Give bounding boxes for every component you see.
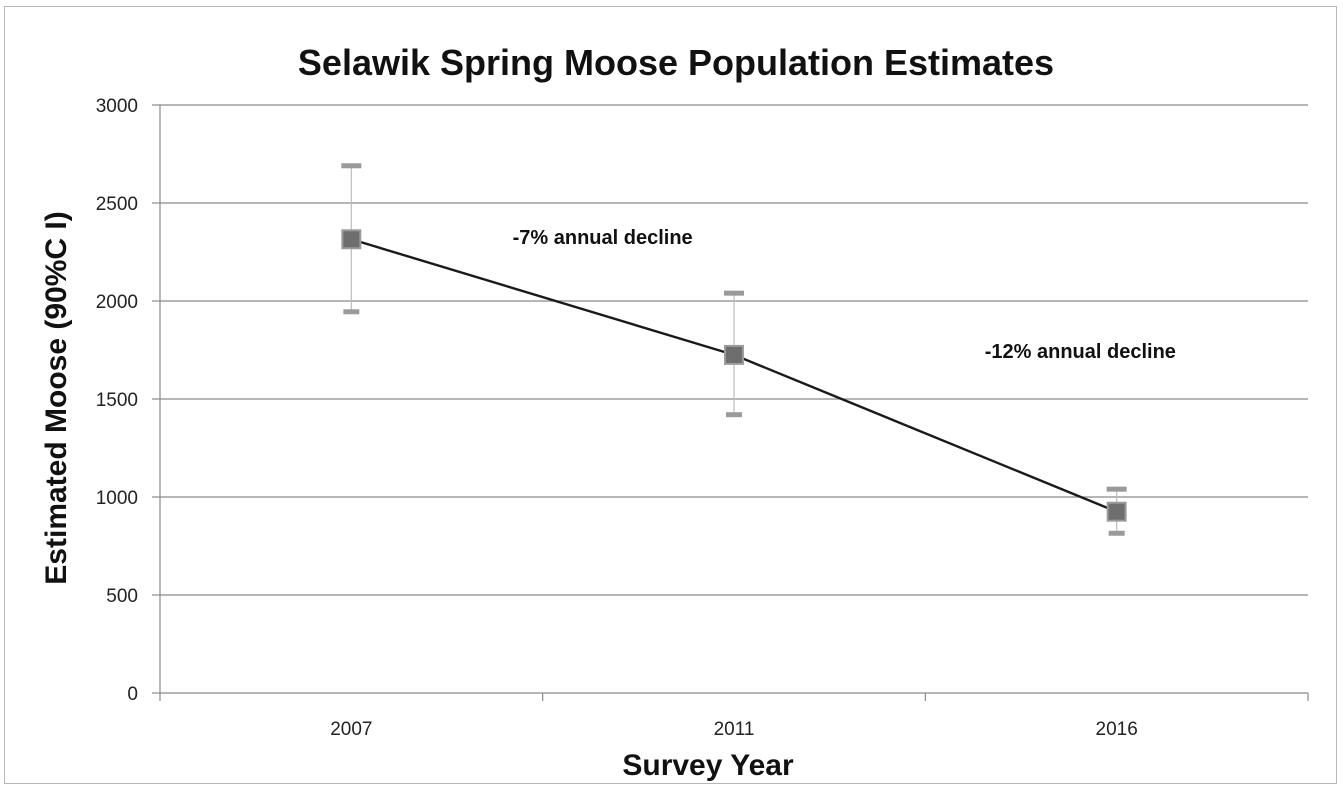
y-tick-label: 2000 bbox=[96, 292, 138, 313]
y-tick-label: 1500 bbox=[96, 390, 138, 411]
y-tick-label: 2500 bbox=[96, 194, 138, 215]
data-point bbox=[724, 344, 744, 365]
error-bar-cap-upper bbox=[341, 163, 362, 169]
annotations: -7% annual decline -12% annual decline bbox=[513, 227, 1176, 363]
y-tick-label: 500 bbox=[106, 586, 138, 607]
error-bar-cap-lower bbox=[343, 309, 360, 315]
annotation-label: -7% annual decline bbox=[513, 227, 693, 249]
y-tick-label: 3000 bbox=[96, 96, 138, 117]
data-point bbox=[341, 229, 362, 250]
chart-title: Selawik Spring Moose Population Estimate… bbox=[298, 42, 1054, 83]
y-tick-labels: 0 500 1000 1500 2000 2500 3000 bbox=[96, 96, 138, 705]
error-bar-cap-upper bbox=[724, 290, 744, 296]
x-tick-label: 2011 bbox=[714, 719, 755, 740]
x-tick-label: 2007 bbox=[330, 719, 372, 740]
annotation-label: -12% annual decline bbox=[985, 341, 1176, 363]
y-axis-title: Estimated Moose (90%C I) bbox=[40, 211, 73, 584]
x-axis-title: Survey Year bbox=[622, 749, 794, 782]
error-bar-cap-lower bbox=[726, 412, 742, 418]
data-points bbox=[341, 229, 1127, 522]
x-tick-labels: 2007 2011 2016 bbox=[330, 719, 1138, 740]
y-tick-label: 1000 bbox=[96, 488, 138, 509]
x-tick-label: 2016 bbox=[1096, 719, 1138, 740]
axes bbox=[152, 104, 1309, 701]
data-point bbox=[1106, 501, 1127, 522]
error-bar-cap-lower bbox=[1108, 530, 1125, 536]
error-bar-cap-upper bbox=[1106, 486, 1127, 492]
chart-frame bbox=[4, 6, 1337, 784]
y-tick-label: 0 bbox=[127, 684, 138, 705]
